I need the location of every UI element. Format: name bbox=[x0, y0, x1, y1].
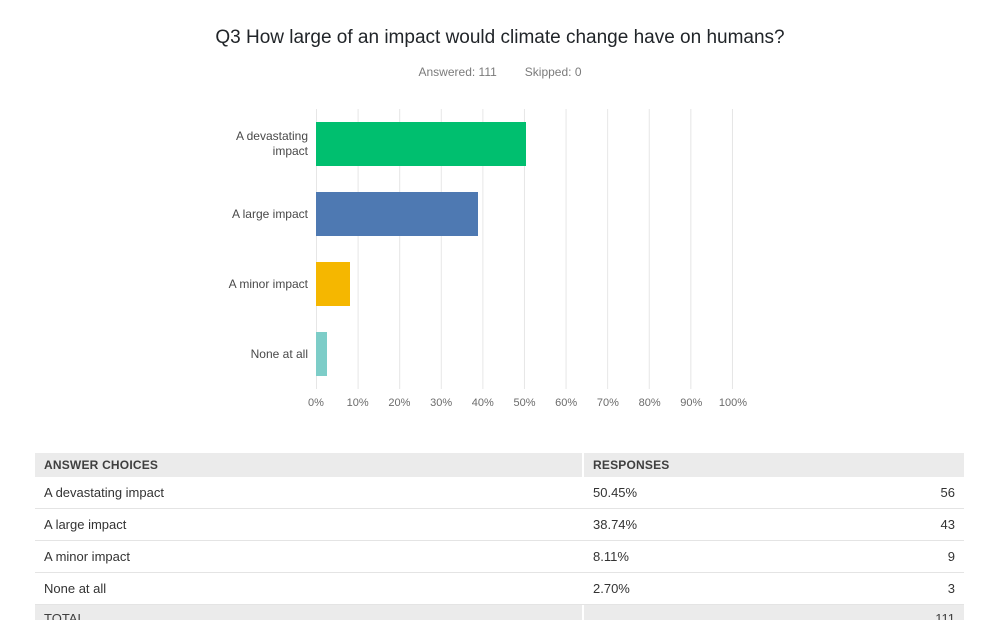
x-tick-label: 90% bbox=[680, 397, 703, 409]
x-tick-label: 100% bbox=[718, 397, 748, 409]
answer-choice-cell: None at all bbox=[44, 581, 107, 596]
x-tick-label: 60% bbox=[555, 397, 578, 409]
response-count: 9 bbox=[947, 549, 955, 564]
bar-a-large-impact bbox=[316, 192, 478, 236]
answer-choice-cell: A large impact bbox=[44, 517, 127, 532]
bar-none-at-all bbox=[316, 332, 328, 376]
chart-row: A large impact bbox=[228, 179, 733, 249]
answer-choices-header: ANSWER CHOICES bbox=[35, 453, 582, 477]
total-count: 111 bbox=[584, 605, 964, 620]
bar-chart: A devastating impact A large impact A mino… bbox=[228, 109, 747, 417]
x-tick-label: 10% bbox=[346, 397, 369, 409]
answered-count: Answered: 111 bbox=[418, 65, 497, 79]
chart-rows: A devastating impact A large impact A mino… bbox=[228, 109, 733, 389]
chart-plot-area: A devastating impact A large impact A mino… bbox=[228, 109, 733, 389]
category-label: A minor impact bbox=[228, 276, 308, 291]
response-percent: 2.70% bbox=[593, 581, 630, 596]
total-label: TOTAL bbox=[35, 605, 582, 620]
response-percent: 8.11% bbox=[593, 549, 629, 564]
table-row: A large impact 38.74% 43 bbox=[35, 509, 964, 541]
response-percent: 50.45% bbox=[593, 485, 638, 500]
bar-a-devastating-impact bbox=[316, 122, 527, 166]
chart-row: None at all bbox=[228, 319, 733, 389]
answer-choice-cell: A minor impact bbox=[44, 549, 130, 564]
table-header-row: ANSWER CHOICES RESPONSES bbox=[35, 453, 964, 477]
responses-header: RESPONSES bbox=[584, 453, 964, 477]
table-row: A minor impact 8.11% 9 bbox=[35, 541, 964, 573]
x-tick-label: 80% bbox=[638, 397, 661, 409]
answer-choice-cell: A devastating impact bbox=[44, 485, 164, 500]
x-tick-label: 50% bbox=[513, 397, 536, 409]
table-row: A devastating impact 50.45% 56 bbox=[35, 477, 964, 509]
response-cell: 8.11% 9 bbox=[584, 541, 964, 572]
chart-row: A minor impact bbox=[228, 249, 733, 319]
skipped-count: Skipped: 0 bbox=[524, 65, 582, 79]
x-tick-label: 30% bbox=[430, 397, 453, 409]
question-title: Q3 How large of an impact would climate … bbox=[215, 27, 785, 48]
bar-track bbox=[316, 109, 733, 179]
x-tick-label: 20% bbox=[388, 397, 411, 409]
chart-row: A devastating impact bbox=[228, 109, 733, 179]
category-label: A devastating impact bbox=[235, 129, 308, 158]
bar-track bbox=[316, 179, 733, 249]
table-total-row: TOTAL 111 bbox=[35, 605, 964, 620]
response-summary: Answered: 111 Skipped: 0 bbox=[0, 65, 1000, 79]
table-row: None at all 2.70% 3 bbox=[35, 573, 964, 605]
bar-track bbox=[316, 319, 733, 389]
category-label: A large impact bbox=[231, 206, 308, 221]
x-tick-label: 0% bbox=[308, 397, 324, 409]
bar-track bbox=[316, 249, 733, 319]
response-cell: 50.45% 56 bbox=[584, 477, 964, 508]
response-cell: 38.74% 43 bbox=[584, 509, 964, 540]
category-label: None at all bbox=[250, 346, 308, 361]
response-count: 43 bbox=[940, 517, 955, 532]
response-cell: 2.70% 3 bbox=[584, 573, 964, 604]
bar-a-minor-impact bbox=[316, 262, 350, 306]
response-count: 56 bbox=[940, 485, 955, 500]
x-axis: 0% 10% 20% 30% 40% 50% 60% 70% 80% 90% 100% bbox=[308, 397, 747, 417]
response-percent: 38.74% bbox=[593, 517, 638, 532]
x-tick-label: 70% bbox=[596, 397, 619, 409]
response-count: 3 bbox=[947, 581, 955, 596]
x-tick-label: 40% bbox=[471, 397, 494, 409]
table-body: A devastating impact 50.45% 56 A large impa… bbox=[35, 477, 964, 605]
results-table: ANSWER CHOICES RESPONSES A devastating i… bbox=[35, 453, 964, 620]
